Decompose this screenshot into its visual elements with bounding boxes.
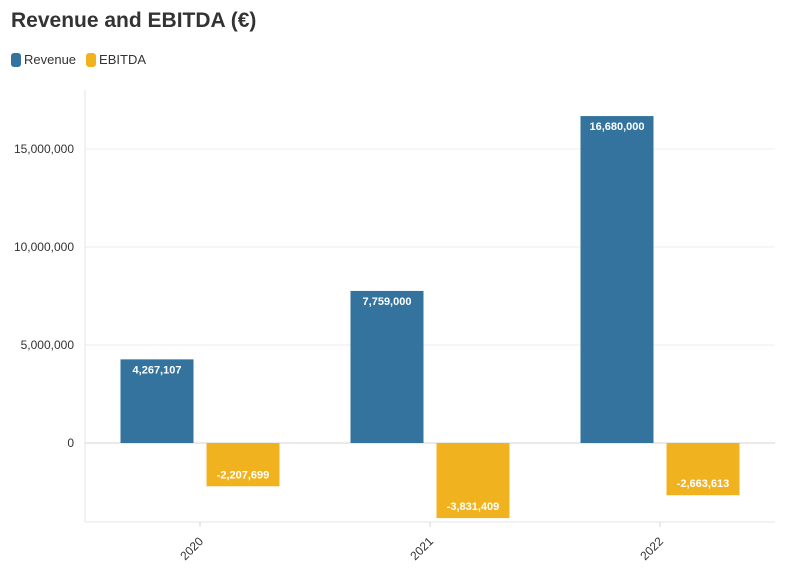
legend-item-revenue[interactable]: Revenue <box>11 52 76 67</box>
legend-item-ebitda[interactable]: EBITDA <box>86 52 146 67</box>
legend-swatch-revenue <box>11 52 21 67</box>
bar-ebitda-2021 <box>436 443 510 519</box>
data-label: -2,207,699 <box>217 469 270 481</box>
legend-swatch-ebitda <box>86 52 97 67</box>
bar-revenue-2021 <box>350 290 424 443</box>
y-tick-label: 5,000,000 <box>21 338 75 352</box>
bar-revenue-2022 <box>580 116 654 444</box>
legend-label-revenue: Revenue <box>24 52 77 67</box>
data-label: -2,663,613 <box>677 478 730 490</box>
data-label: 4,267,107 <box>133 364 182 376</box>
legend: Revenue EBITDA <box>11 52 146 67</box>
data-label: -3,831,409 <box>447 501 500 513</box>
y-tick-label: 10,000,000 <box>14 240 74 254</box>
y-tick-label: 0 <box>67 436 74 450</box>
bar-ebitda-2020 <box>206 443 280 487</box>
bar-revenue-2020 <box>120 359 194 443</box>
x-tick-label: 2022 <box>637 534 666 563</box>
bar-ebitda-2022 <box>666 443 740 496</box>
legend-label-ebitda: EBITDA <box>99 52 147 67</box>
data-label: 7,759,000 <box>363 296 412 308</box>
chart-title: Revenue and EBITDA (€) <box>11 9 257 32</box>
y-tick-label: 15,000,000 <box>14 142 74 156</box>
x-tick-label: 2021 <box>407 534 436 563</box>
x-tick-label: 2020 <box>177 534 206 563</box>
data-label: 16,680,000 <box>589 121 644 133</box>
